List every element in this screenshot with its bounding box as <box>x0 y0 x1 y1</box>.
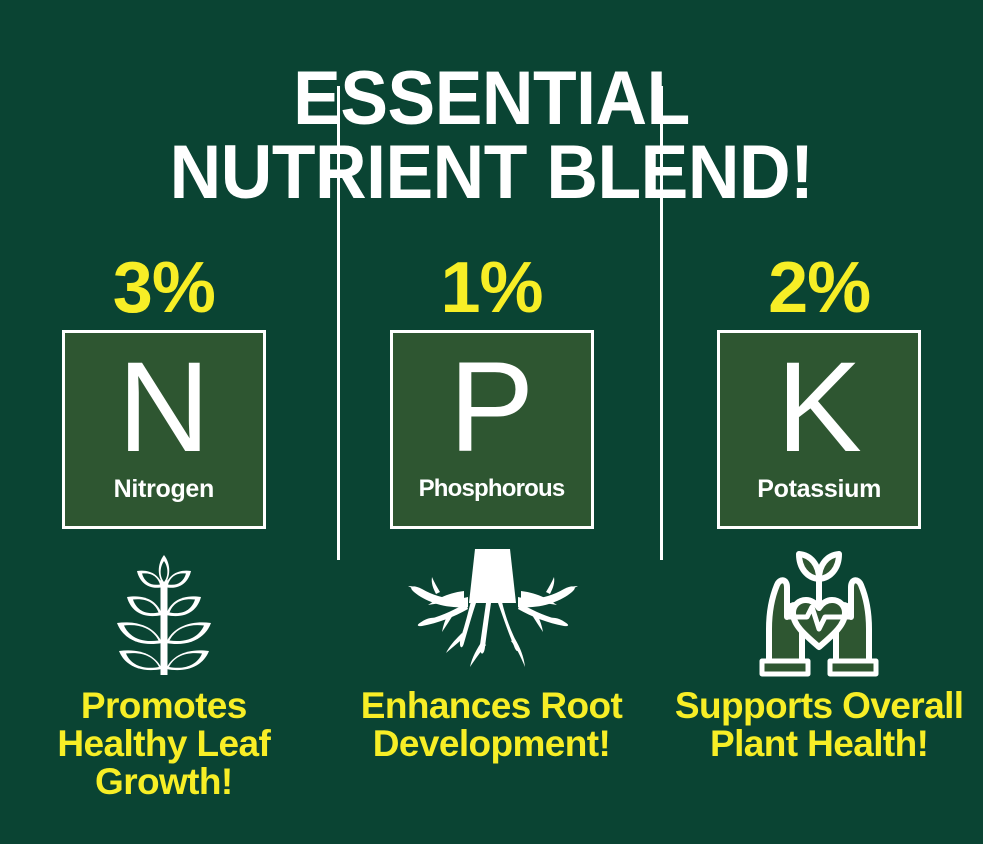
phosphorous-percent: 1% <box>440 248 543 328</box>
nutrient-columns: 3% N Nitrogen <box>0 246 983 826</box>
phosphorous-element-box: P Phosphorous <box>389 330 594 529</box>
potassium-element-box: K Potassium <box>717 330 922 529</box>
nitrogen-percent: 3% <box>112 248 216 328</box>
leafy-plant-icon <box>103 545 225 677</box>
column-divider-right <box>660 86 663 560</box>
potassium-element-name: Potassium <box>757 475 882 503</box>
potassium-caption: Supports Overall Plant Health! <box>674 685 964 764</box>
infographic-title: ESSENTIAL NUTRIENT BLEND! <box>0 56 983 215</box>
phosphorous-symbol: P <box>448 336 535 479</box>
nitrogen-element-box: N Nitrogen <box>61 330 266 529</box>
title-line-2: NUTRIENT BLEND! <box>169 130 814 215</box>
phosphorous-element-name: Phosphorous <box>418 475 566 502</box>
nutrient-column-potassium: 2% K Potassium <box>655 246 983 826</box>
nutrient-column-phosphorous: 1% P Phosphorous <box>328 246 656 826</box>
potassium-percent: 2% <box>768 248 871 328</box>
nitrogen-element-name: Nitrogen <box>113 475 215 503</box>
nutrient-column-nitrogen: 3% N Nitrogen <box>0 246 328 826</box>
potassium-symbol: K <box>776 336 862 479</box>
tree-roots-icon <box>406 545 578 677</box>
hands-heart-sprout-icon <box>745 545 893 677</box>
title-line-1: ESSENTIAL <box>293 56 690 141</box>
nitrogen-caption: Promotes Healthy Leaf Growth! <box>57 685 271 802</box>
column-divider-left <box>337 86 340 560</box>
nitrogen-symbol: N <box>117 336 211 479</box>
phosphorous-caption: Enhances Root Development! <box>360 685 623 764</box>
